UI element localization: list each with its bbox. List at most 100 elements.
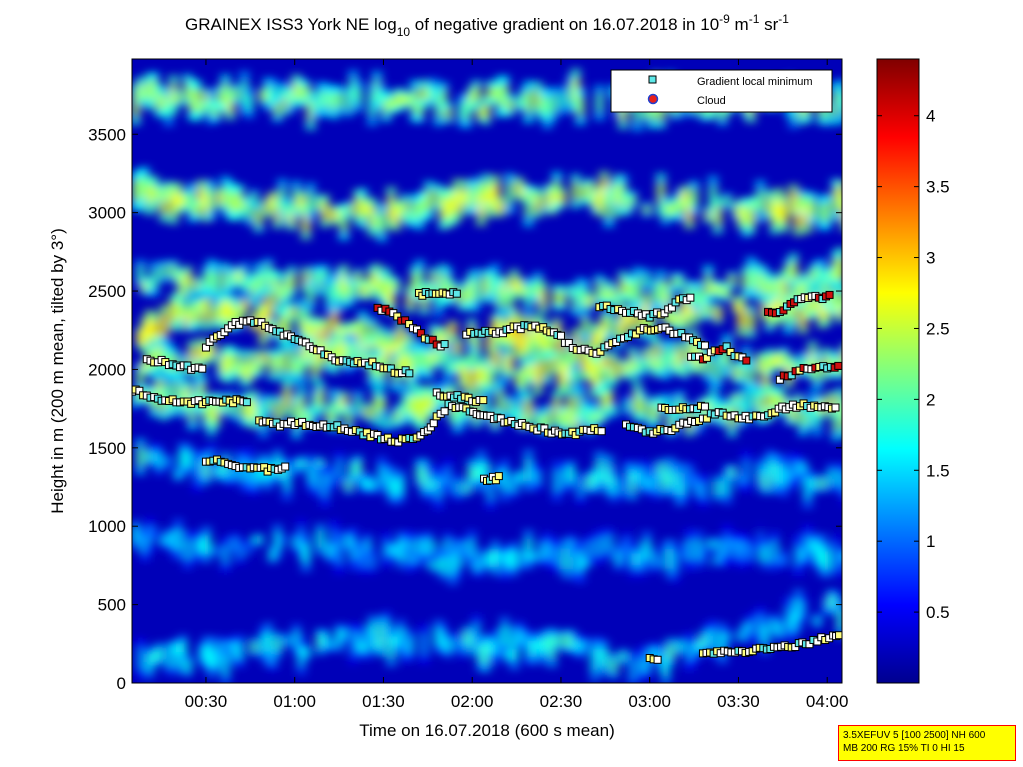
- layer-cell: [188, 192, 196, 213]
- layer-cell: [482, 365, 490, 385]
- layer-cell: [723, 289, 731, 298]
- layer-cell: [714, 555, 722, 564]
- layer-cell: [619, 483, 627, 495]
- layer-cell: [264, 633, 272, 656]
- layer-cell: [330, 341, 338, 364]
- colorbar: 0.5 1 1.5 2 2.5 3 3.5 4: [876, 58, 950, 684]
- layer-cell: [685, 641, 693, 662]
- layer-cell: [155, 188, 163, 198]
- layer-cell: [165, 97, 173, 118]
- layer-cell: [212, 465, 220, 474]
- layer-cell: [794, 284, 802, 298]
- layer-cell: [472, 186, 480, 205]
- layer-cell: [477, 193, 485, 216]
- layer-cell: [340, 213, 348, 232]
- layer-cell: [794, 544, 802, 566]
- layer-cell: [368, 481, 376, 490]
- layer-cell: [714, 361, 722, 380]
- layer-cell: [756, 357, 764, 368]
- gradient-minimum-marker: [440, 407, 449, 416]
- layer-cell: [382, 540, 390, 559]
- layer-cell: [662, 475, 670, 489]
- layer-cell: [643, 540, 651, 560]
- layer-cell: [335, 402, 343, 411]
- layer-cell: [595, 363, 603, 385]
- layer-cell: [425, 355, 433, 372]
- layer-cell: [567, 287, 575, 295]
- layer-cell: [496, 646, 504, 655]
- layer-cell: [487, 86, 495, 100]
- layer-cell: [193, 459, 201, 482]
- layer-cell: [217, 91, 225, 104]
- layer-cell: [780, 278, 788, 296]
- layer-cell: [283, 468, 291, 491]
- layer-cell: [709, 185, 717, 208]
- layer-cell: [524, 91, 532, 113]
- layer-cell: [832, 189, 840, 211]
- layer-cell: [562, 468, 570, 485]
- layer-cell: [605, 315, 613, 332]
- layer-cell: [274, 281, 282, 304]
- layer-cell: [842, 407, 849, 427]
- y-tick-label: 0: [117, 674, 126, 693]
- layer-cell: [529, 467, 537, 481]
- layer-cell: [842, 203, 849, 222]
- layer-cell: [434, 547, 443, 561]
- layer-cell: [406, 541, 414, 563]
- layer-cell: [501, 469, 509, 491]
- layer-cell: [401, 95, 409, 104]
- layer-cell: [288, 89, 296, 105]
- layer-cell: [245, 279, 253, 288]
- layer-cell: [401, 201, 409, 216]
- layer-cell: [160, 195, 168, 214]
- layer-cell: [633, 277, 641, 300]
- layer-cell: [463, 631, 471, 642]
- layer-cell: [274, 206, 282, 222]
- layer-cell: [572, 78, 580, 101]
- layer-cell: [212, 654, 220, 667]
- layer-cell: [595, 93, 603, 112]
- layer-cell: [330, 530, 338, 553]
- layer-cell: [387, 100, 395, 109]
- layer-cell: [463, 188, 471, 207]
- layer-cell: [434, 97, 443, 117]
- layer-cell: [742, 391, 750, 413]
- layer-cell: [141, 536, 149, 554]
- layer-cell: [610, 406, 618, 415]
- layer-cell: [463, 286, 471, 301]
- layer-cell: [576, 480, 585, 497]
- layer-cell: [132, 527, 140, 543]
- layer-cell: [212, 401, 220, 420]
- layer-cell: [789, 461, 798, 481]
- layer-cell: [771, 541, 779, 562]
- layer-cell: [482, 644, 490, 664]
- layer-cell: [718, 285, 727, 295]
- layer-cell: [226, 190, 234, 211]
- layer-cell: [808, 271, 816, 283]
- layer-cell: [553, 357, 561, 369]
- layer-cell: [250, 399, 258, 420]
- layer-cell: [586, 356, 594, 373]
- layer-cell: [458, 408, 466, 422]
- layer-cell: [742, 624, 750, 632]
- layer-cell: [652, 286, 660, 301]
- layer-cell: [666, 205, 674, 214]
- y-axis: 0 500 1000 1500 2000 2500 3000 3500: [88, 125, 842, 693]
- layer-cell: [595, 413, 603, 421]
- layer-cell: [259, 276, 267, 288]
- layer-cell: [392, 481, 400, 498]
- layer-cell: [647, 406, 656, 422]
- layer-cell: [491, 548, 499, 568]
- layer-cell: [591, 649, 599, 671]
- layer-cell: [255, 467, 263, 481]
- layer-cell: [236, 545, 244, 559]
- colorbar-tick-label: 0.5: [926, 603, 950, 622]
- layer-cell: [742, 207, 750, 228]
- layer-cell: [799, 282, 807, 301]
- layer-cell: [221, 545, 230, 564]
- layer-cell: [771, 283, 779, 294]
- layer-cell: [335, 630, 343, 646]
- layer-cell: [311, 356, 319, 375]
- layer-cell: [666, 292, 674, 302]
- layer-cell: [378, 334, 386, 354]
